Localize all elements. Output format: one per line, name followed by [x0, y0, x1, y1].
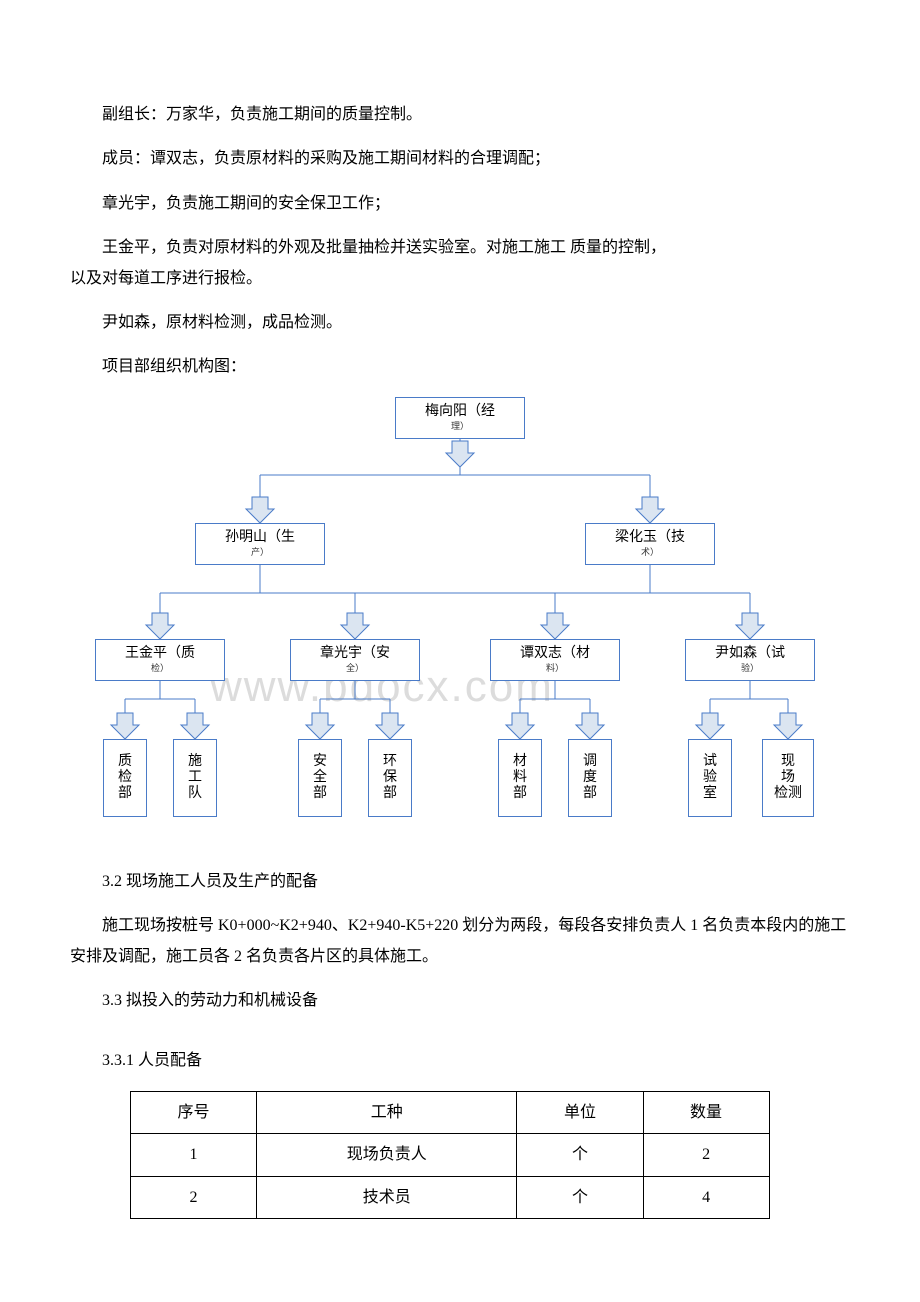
node-safety-sub: 全） — [346, 663, 364, 674]
table-header-row: 序号 工种 单位 数量 — [131, 1091, 770, 1134]
paragraph-member-wang-line1: 王金平，负责对原材料的外观及批量抽检并送实验室。对施工施工 质量的控制， — [70, 233, 850, 263]
heading-3-2: 3.2 现场施工人员及生产的配备 — [70, 867, 850, 897]
paragraph-member-tan: 成员：谭双志，负责原材料的采购及施工期间材料的合理调配； — [70, 144, 850, 174]
paragraph-orgchart-title: 项目部组织机构图： — [70, 352, 850, 382]
node-material: 谭双志（材 料） — [490, 639, 620, 681]
node-quality-sub: 检） — [151, 663, 169, 674]
th-qty: 数量 — [643, 1091, 769, 1134]
node-laboratory-main: 尹如森（试 — [715, 646, 785, 663]
leaf-env-dept: 环 保 部 — [368, 739, 412, 817]
personnel-table: 序号 工种 单位 数量 1 现场负责人 个 2 2 技术员 个 4 — [130, 1091, 770, 1220]
heading-3-3: 3.3 拟投入的劳动力和机械设备 — [70, 986, 850, 1016]
paragraph-deputy-leader: 副组长：万家华，负责施工期间的质量控制。 — [70, 100, 850, 130]
node-technology: 梁化玉（技 术） — [585, 523, 715, 565]
leaf-dispatch-dept: 调 度 部 — [568, 739, 612, 817]
th-type: 工种 — [257, 1091, 517, 1134]
node-material-main: 谭双志（材 — [520, 646, 590, 663]
node-technology-main: 梁化玉（技 — [615, 530, 685, 547]
paragraph-member-yin: 尹如森，原材料检测，成品检测。 — [70, 308, 850, 338]
node-manager-main: 梅向阳（经 — [425, 404, 495, 421]
node-technology-sub: 术） — [641, 547, 659, 558]
cell-type-1: 现场负责人 — [257, 1134, 517, 1177]
leaf-safety-dept: 安 全 部 — [298, 739, 342, 817]
cell-type-2: 技术员 — [257, 1176, 517, 1219]
node-quality: 王金平（质 检） — [95, 639, 225, 681]
leaf-quality-dept: 质 检 部 — [103, 739, 147, 817]
th-unit: 单位 — [517, 1091, 643, 1134]
leaf-construction-team: 施 工 队 — [173, 739, 217, 817]
node-safety-main: 章光宇（安 — [320, 646, 390, 663]
table-row: 2 技术员 个 4 — [131, 1176, 770, 1219]
leaf-site-inspection: 现 场 检测 — [762, 739, 814, 817]
node-quality-main: 王金平（质 — [125, 646, 195, 663]
paragraph-member-wang-line2: 以及对每道工序进行报检。 — [70, 264, 850, 294]
paragraph-3-2-body: 施工现场按桩号 K0+000~K2+940、K2+940-K5+220 划分为两… — [70, 911, 850, 972]
org-chart: www.bdocx.com — [90, 397, 830, 827]
cell-seq-2: 2 — [131, 1176, 257, 1219]
node-manager-sub: 理） — [451, 421, 469, 432]
cell-unit-2: 个 — [517, 1176, 643, 1219]
leaf-lab: 试 验 室 — [688, 739, 732, 817]
node-material-sub: 料） — [546, 663, 564, 674]
node-laboratory-sub: 验） — [741, 663, 759, 674]
node-production-main: 孙明山（生 — [225, 530, 295, 547]
heading-3-3-1: 3.3.1 人员配备 — [70, 1046, 850, 1076]
cell-seq-1: 1 — [131, 1134, 257, 1177]
node-manager: 梅向阳（经 理） — [395, 397, 525, 439]
cell-qty-2: 4 — [643, 1176, 769, 1219]
node-safety: 章光宇（安 全） — [290, 639, 420, 681]
node-laboratory: 尹如森（试 验） — [685, 639, 815, 681]
th-seq: 序号 — [131, 1091, 257, 1134]
node-production-sub: 产） — [251, 547, 269, 558]
table-row: 1 现场负责人 个 2 — [131, 1134, 770, 1177]
node-production: 孙明山（生 产） — [195, 523, 325, 565]
leaf-material-dept: 材 料 部 — [498, 739, 542, 817]
paragraph-member-zhang: 章光宇，负责施工期间的安全保卫工作； — [70, 189, 850, 219]
cell-qty-1: 2 — [643, 1134, 769, 1177]
cell-unit-1: 个 — [517, 1134, 643, 1177]
